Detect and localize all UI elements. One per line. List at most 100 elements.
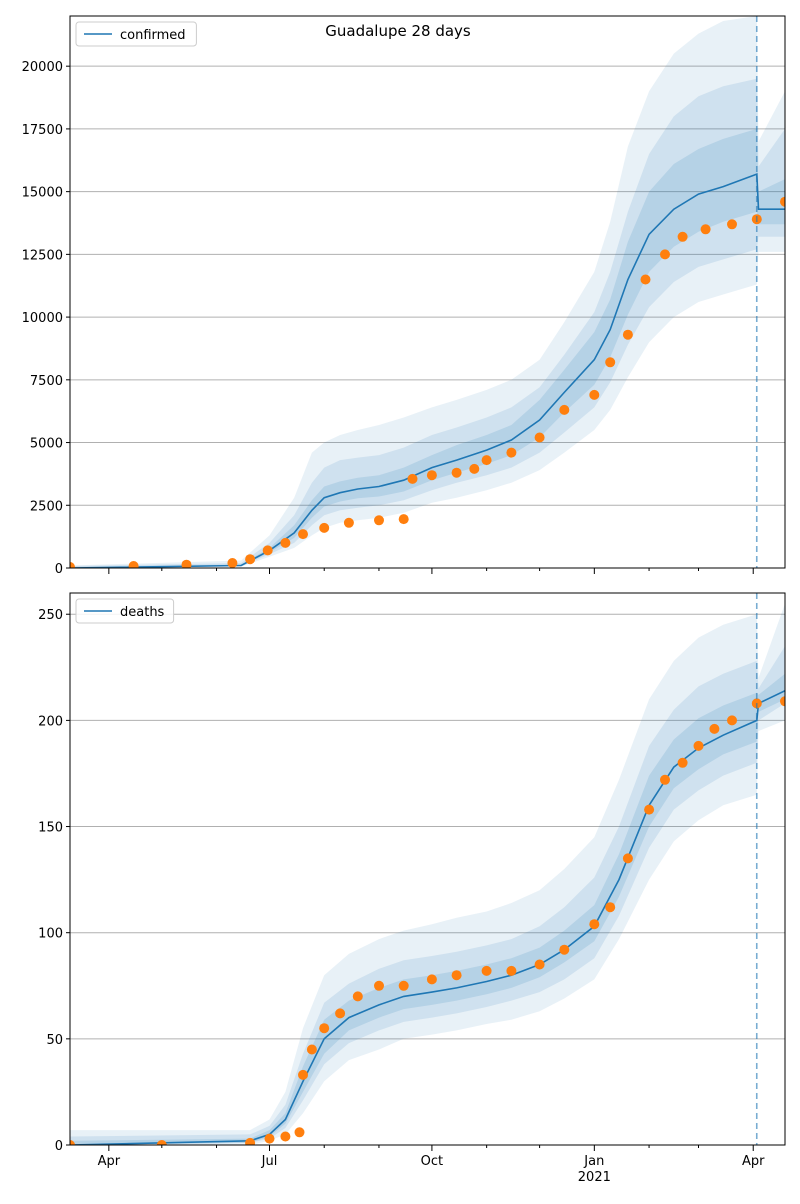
observed-point [780, 196, 785, 207]
observed-point [280, 1131, 291, 1142]
observed-point [294, 1127, 305, 1138]
observed-point [407, 473, 418, 484]
observed-point [298, 529, 308, 540]
legend-label: deaths [120, 605, 165, 620]
panel-confirmed: 0 2500 5000 7500 10000 12500 15000 17500 20000 co… [22, 15, 786, 577]
observed-point [343, 517, 354, 528]
observed-point [589, 389, 600, 400]
observed-point [374, 980, 384, 991]
observed-point [319, 1023, 330, 1034]
observed-point [319, 522, 330, 533]
observed-point [622, 853, 633, 864]
observed-point [245, 1137, 256, 1145]
observed-point [559, 944, 570, 955]
y-tick-label: 50 [46, 1033, 63, 1048]
observed-point [245, 554, 256, 565]
series-line-confirmed [70, 172, 785, 568]
band-outer [70, 16, 785, 568]
observed-point [262, 545, 273, 556]
figure-title: Guadalupe 28 days [325, 22, 471, 40]
axes-frame [69, 15, 786, 569]
x-tick-label: Jan [583, 1154, 604, 1169]
observed-point [506, 447, 517, 458]
observed-point [374, 515, 384, 526]
observed-point [398, 980, 409, 991]
observed-point [306, 1044, 317, 1055]
legend: confirmed [75, 21, 197, 47]
observed-point [700, 224, 711, 235]
observed-point [352, 991, 363, 1002]
observed-point [660, 249, 670, 260]
observed-point [640, 274, 651, 285]
y-tick-label: 0 [55, 1139, 63, 1154]
observed-point [70, 1140, 75, 1145]
observed-point [451, 970, 462, 981]
x-tick-label: Jul [261, 1154, 278, 1169]
observed-point [156, 1140, 167, 1145]
x-tick-label: Oct [421, 1154, 443, 1169]
observed-point [605, 902, 616, 913]
observed-point [469, 463, 480, 474]
observed-point [605, 357, 616, 368]
x-tick-sublabel: 2021 [578, 1170, 611, 1185]
observed-point [426, 974, 437, 985]
observed-point [335, 1008, 346, 1019]
y-tick-label: 0 [55, 562, 63, 577]
observed-point [677, 231, 688, 242]
observed-point [506, 965, 517, 976]
observed-point [677, 757, 688, 768]
y-tick-label: 15000 [22, 186, 63, 201]
observed-point [181, 559, 192, 568]
observed-point [727, 219, 737, 230]
observed-point [559, 404, 570, 415]
y-tick-label: 12500 [22, 248, 63, 263]
observed-point [534, 959, 545, 970]
observed-point [128, 561, 139, 568]
x-tick-label: Apr [742, 1154, 765, 1169]
y-tick-label: 20000 [22, 60, 63, 75]
band-inner [70, 128, 785, 568]
observed-point [644, 804, 655, 815]
y-tick-label: 5000 [30, 437, 63, 452]
legend: deaths [75, 598, 175, 624]
observed-point [780, 696, 785, 707]
legend-box [75, 21, 197, 47]
plot-area [70, 16, 785, 568]
y-tick-label: 7500 [30, 374, 63, 389]
y-tick-label: 200 [38, 714, 63, 729]
observed-point [398, 514, 409, 525]
observed-point [693, 740, 704, 751]
observed-point [227, 558, 238, 568]
y-tick-label: 10000 [22, 311, 63, 326]
y-tick-label: 150 [38, 821, 63, 836]
observed-point [481, 965, 492, 976]
y-tick-label: 250 [38, 608, 63, 623]
observed-point [622, 329, 633, 340]
observed-point [589, 919, 600, 930]
y-tick-label: 2500 [30, 499, 63, 514]
axes-frame [69, 592, 786, 1146]
observed-point [709, 723, 720, 734]
observed-point [481, 455, 492, 466]
observed-point [727, 715, 737, 726]
observed-point [660, 774, 670, 785]
x-tick-label: Apr [98, 1154, 121, 1169]
y-tick-label: 100 [38, 927, 63, 942]
observed-point [451, 467, 462, 478]
y-tick-label: 17500 [22, 123, 63, 138]
observed-point [426, 470, 437, 481]
observed-point [70, 562, 75, 568]
legend-box [75, 598, 175, 624]
observed-point [264, 1133, 275, 1144]
plot-area [70, 603, 785, 1145]
band-middle [70, 646, 785, 1145]
observed-point [298, 1069, 308, 1080]
band-outer [70, 603, 785, 1145]
observed-point [280, 537, 291, 548]
legend-label: confirmed [120, 28, 186, 43]
band-inner [70, 673, 785, 1145]
observed-point [534, 432, 545, 443]
